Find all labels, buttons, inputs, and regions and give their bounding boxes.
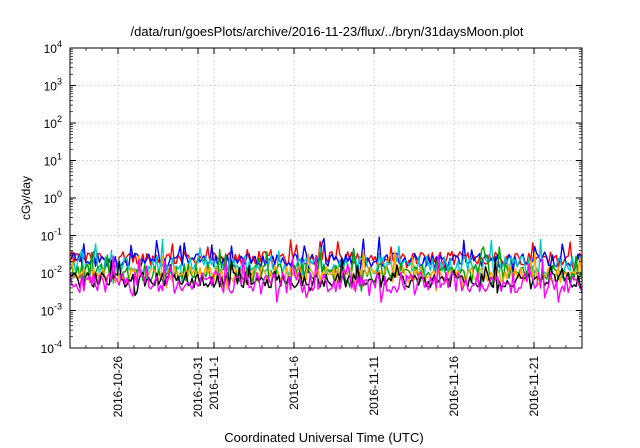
y-tick-label: 103 <box>44 77 62 94</box>
y-tick-label: 10-3 <box>41 302 62 319</box>
y-axis-label: cGy/day <box>19 176 33 220</box>
y-tick-label: 10-2 <box>41 264 62 281</box>
y-tick-label: 10-1 <box>41 227 62 244</box>
series-group <box>69 236 583 303</box>
x-axis-ticks: 2016-10-26 2016-10-31 2016-11-1 2016-11-6 20… <box>85 48 567 418</box>
y-tick-exponent: -1 <box>54 227 62 237</box>
x-tick-label: 2016-11-16 <box>447 356 461 417</box>
y-tick-exponent: 4 <box>57 39 62 49</box>
y-tick-exponent: -2 <box>54 264 62 274</box>
x-tick-label: 2016-11-6 <box>287 356 301 410</box>
x-tick-label: 2016-11-21 <box>527 356 541 417</box>
y-tick-exponent: -4 <box>54 339 62 349</box>
y-tick-label: 101 <box>44 152 62 169</box>
x-tick-label: 2016-10-31 <box>191 356 205 418</box>
y-tick-exponent: -3 <box>54 302 62 312</box>
x-axis-label: Coordinated Universal Time (UTC) <box>224 430 423 445</box>
series-line <box>69 236 583 278</box>
x-tick-label: 2016-11-1 <box>207 356 221 410</box>
y-tick-exponent: 2 <box>57 114 62 124</box>
y-tick-exponent: 3 <box>57 77 62 87</box>
y-tick-label: 10-4 <box>41 339 62 356</box>
series-line <box>69 254 583 303</box>
y-tick-exponent: 1 <box>57 152 62 162</box>
x-tick-label: 2016-11-11 <box>367 356 381 416</box>
y-tick-label: 104 <box>44 39 62 56</box>
y-tick-label: 100 <box>44 189 62 206</box>
y-tick-label: 102 <box>44 114 62 131</box>
chart-title: /data/run/goesPlots/archive/2016-11-23/f… <box>131 24 524 39</box>
series-line <box>69 256 583 296</box>
x-tick-label: 2016-10-26 <box>111 356 125 418</box>
y-tick-exponent: 0 <box>57 189 62 199</box>
grid-lines <box>70 48 582 348</box>
